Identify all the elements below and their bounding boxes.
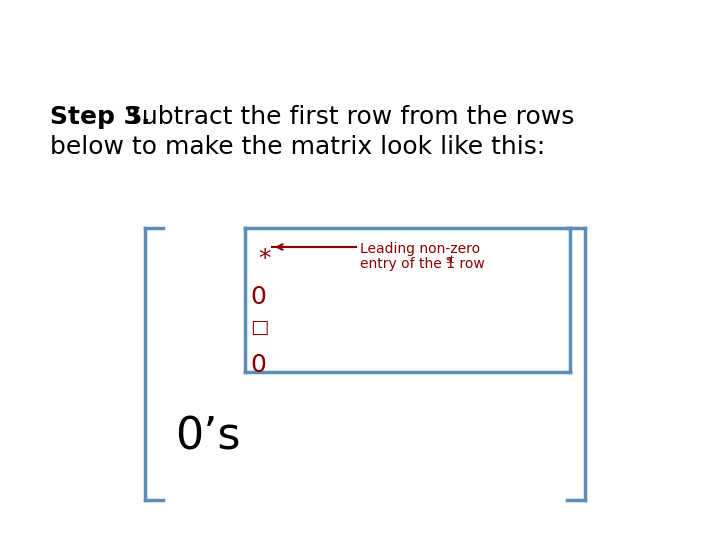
Text: *: * bbox=[258, 247, 271, 271]
Text: Leading non-zero: Leading non-zero bbox=[360, 242, 480, 256]
Text: below to make the matrix look like this:: below to make the matrix look like this: bbox=[50, 135, 545, 159]
Text: □: □ bbox=[250, 318, 269, 337]
Text: 0: 0 bbox=[250, 285, 266, 309]
Text: 0: 0 bbox=[250, 353, 266, 377]
Text: row: row bbox=[455, 257, 485, 271]
Text: st: st bbox=[445, 255, 454, 265]
Text: 0’s: 0’s bbox=[175, 415, 240, 458]
Text: Step 3.: Step 3. bbox=[50, 105, 150, 129]
Text: entry of the 1: entry of the 1 bbox=[360, 257, 455, 271]
Text: Subtract the first row from the rows: Subtract the first row from the rows bbox=[118, 105, 575, 129]
